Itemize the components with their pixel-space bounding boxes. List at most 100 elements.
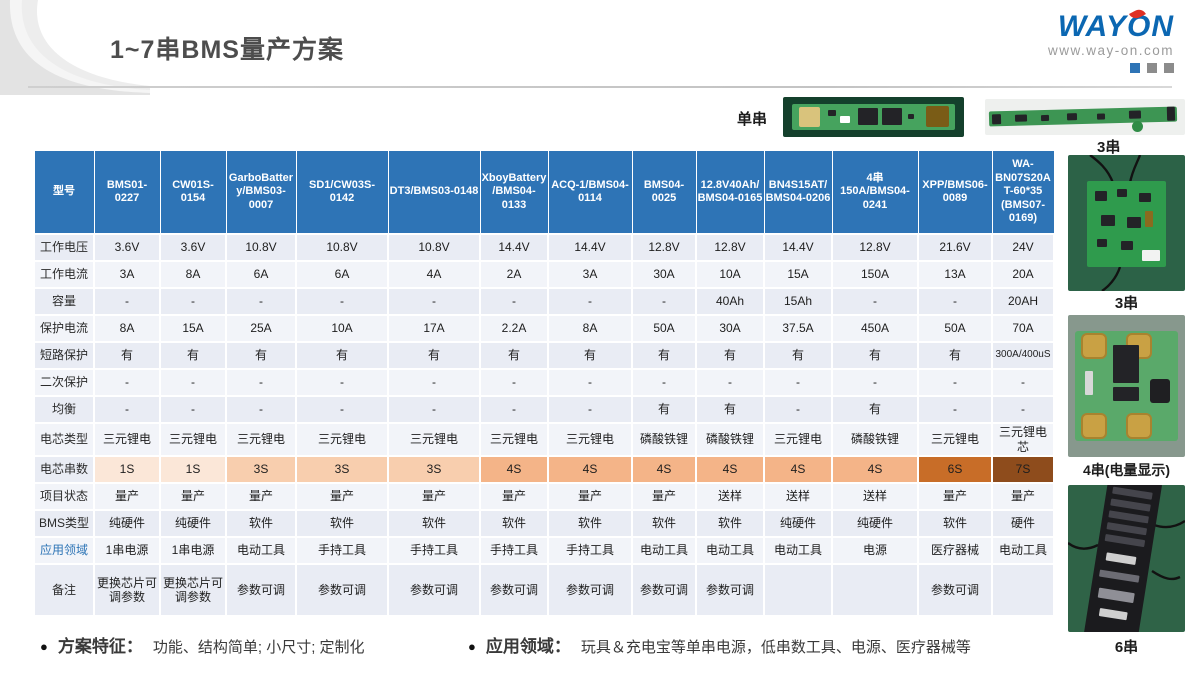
bullet-text: 功能、结构简单; 小尺寸; 定制化 xyxy=(152,639,365,656)
table-cell: 有 xyxy=(695,341,765,370)
table-cell: 37.5A xyxy=(763,314,833,343)
page-title: 1~7串BMS量产方案 xyxy=(110,36,344,64)
photo-label-6s: 6串 xyxy=(1114,639,1139,656)
table-cell: 手持工具 xyxy=(295,536,389,566)
row-label: 项目状态 xyxy=(33,482,95,512)
table-cell: 参数可调 xyxy=(631,563,697,618)
row-label: 容量 xyxy=(33,287,95,316)
table-cell: 4S xyxy=(479,455,549,485)
table-cell: 15A xyxy=(763,260,833,289)
table-cell: - xyxy=(547,368,633,397)
table-cell: 21.6V xyxy=(917,233,993,262)
table-cell: 参数可调 xyxy=(225,563,297,618)
table-cell: 6A xyxy=(225,260,297,289)
table-cell: 手持工具 xyxy=(479,536,549,566)
table-cell: 50A xyxy=(631,314,697,343)
table-cell: - xyxy=(631,368,697,397)
table-cell: 20A xyxy=(991,260,1055,289)
table-cell: - xyxy=(159,395,227,424)
row-label: 应用领域 xyxy=(33,536,95,566)
pcb-board-graphic xyxy=(988,106,1178,127)
table-cell: 电动工具 xyxy=(225,536,297,566)
table-cell: 参数可调 xyxy=(547,563,633,618)
table-row: 电芯串数 1S 1S 3S 3S 3S 4S 4S 4S 4S 4S 4S 6S 7S xyxy=(33,455,1055,485)
column-header: XboyBattery/BMS04-0133 xyxy=(479,150,549,235)
table-row: 工作电压 3.6V 3.6V 10.8V 10.8V 10.8V 14.4V 14.4V 12.… xyxy=(33,233,1055,262)
table-row: 备注 更换芯片可调参数 更换芯片可调参数 参数可调 参数可调 参数可调 参数可调 参数可调 参数… xyxy=(33,563,1055,618)
table-cell: 3S xyxy=(225,455,297,485)
table-cell: 1S xyxy=(93,455,161,485)
column-header: DT3/BMS03-0148 xyxy=(387,150,481,235)
table-cell: 8A xyxy=(159,260,227,289)
column-header: ACQ-1/BMS04-0114 xyxy=(547,150,633,235)
table-cell: 25A xyxy=(225,314,297,343)
table-cell: 4S xyxy=(547,455,633,485)
table-cell: 4S xyxy=(763,455,833,485)
company-logo: WAYON www.way-on.com xyxy=(1004,6,1174,73)
table-cell: 4S xyxy=(831,455,919,485)
table-cell: 有 xyxy=(93,341,161,370)
table-cell: 30A xyxy=(631,260,697,289)
table-row: 二次保护 - - - - - - - - - - - - - xyxy=(33,368,1055,397)
table-cell: 量产 xyxy=(387,482,481,512)
logo-squares xyxy=(1004,63,1174,73)
table-cell: 4S xyxy=(695,455,765,485)
table-cell: - xyxy=(295,368,389,397)
table-cell: 17A xyxy=(387,314,481,343)
table-cell: 20AH xyxy=(991,287,1055,316)
table-cell: 10A xyxy=(695,260,765,289)
table-cell: 磷酸铁锂 xyxy=(831,421,919,458)
pcb-photo-6s xyxy=(1068,485,1185,632)
logo-square-gray1 xyxy=(1147,63,1157,73)
table-cell xyxy=(831,563,919,618)
table-cell: 有 xyxy=(631,341,697,370)
table-cell: - xyxy=(547,395,633,424)
table-cell: 有 xyxy=(763,341,833,370)
table-cell: 3A xyxy=(547,260,633,289)
table-cell: 12.8V xyxy=(631,233,697,262)
table-cell: 有 xyxy=(831,395,919,424)
table-row: BMS类型 纯硬件 纯硬件 软件 软件 软件 软件 软件 软件 软件 纯硬件 纯硬件 软件 硬件 xyxy=(33,509,1055,539)
table-cell: 磷酸铁锂 xyxy=(695,421,765,458)
table-cell: 量产 xyxy=(225,482,297,512)
bullet-solution-features: ● 方案特征： 功能、结构简单; 小尺寸; 定制化 xyxy=(40,632,365,657)
table-cell: 有 xyxy=(295,341,389,370)
table-cell: 三元锂电 xyxy=(387,421,481,458)
bms-product-table: 型号 BMS01-0227 CW01S-0154 GarboBattery/BMS03… xyxy=(33,150,1055,618)
header-divider xyxy=(28,86,1172,88)
table-cell: 参数可调 xyxy=(917,563,993,618)
table-cell: - xyxy=(295,287,389,316)
table-cell: 有 xyxy=(831,341,919,370)
photo-label-3s-strip: 3串 xyxy=(1097,139,1121,156)
table-cell: - xyxy=(631,287,697,316)
table-cell: 送样 xyxy=(831,482,919,512)
table-cell: 15A xyxy=(159,314,227,343)
table-cell: 软件 xyxy=(295,509,389,539)
table-cell: 三元锂电芯 xyxy=(991,421,1055,458)
bullet-dot-icon: ● xyxy=(40,639,48,654)
table-cell: 有 xyxy=(479,341,549,370)
table-cell: 软件 xyxy=(479,509,549,539)
pcb-board-graphic xyxy=(792,104,955,130)
table-cell: 有 xyxy=(225,341,297,370)
table-cell: 30A xyxy=(695,314,765,343)
column-header: SD1/CW03S-0142 xyxy=(295,150,389,235)
table-cell: 电动工具 xyxy=(991,536,1055,566)
table-cell: - xyxy=(917,368,993,397)
table-cell: 3S xyxy=(295,455,389,485)
table-cell: 1串电源 xyxy=(93,536,161,566)
column-header: CW01S-0154 xyxy=(159,150,227,235)
table-cell: - xyxy=(547,287,633,316)
table-cell: 13A xyxy=(917,260,993,289)
logo-square-blue xyxy=(1130,63,1140,73)
table-cell: 50A xyxy=(917,314,993,343)
table-cell: - xyxy=(387,287,481,316)
table-cell xyxy=(763,563,833,618)
table-cell: 1S xyxy=(159,455,227,485)
table-cell: - xyxy=(917,287,993,316)
table-cell: 软件 xyxy=(631,509,697,539)
column-header: WA-BN07S20AT-60*35 (BMS07-0169) xyxy=(991,150,1055,235)
table-cell: 三元锂电 xyxy=(159,421,227,458)
table-cell: 2A xyxy=(479,260,549,289)
